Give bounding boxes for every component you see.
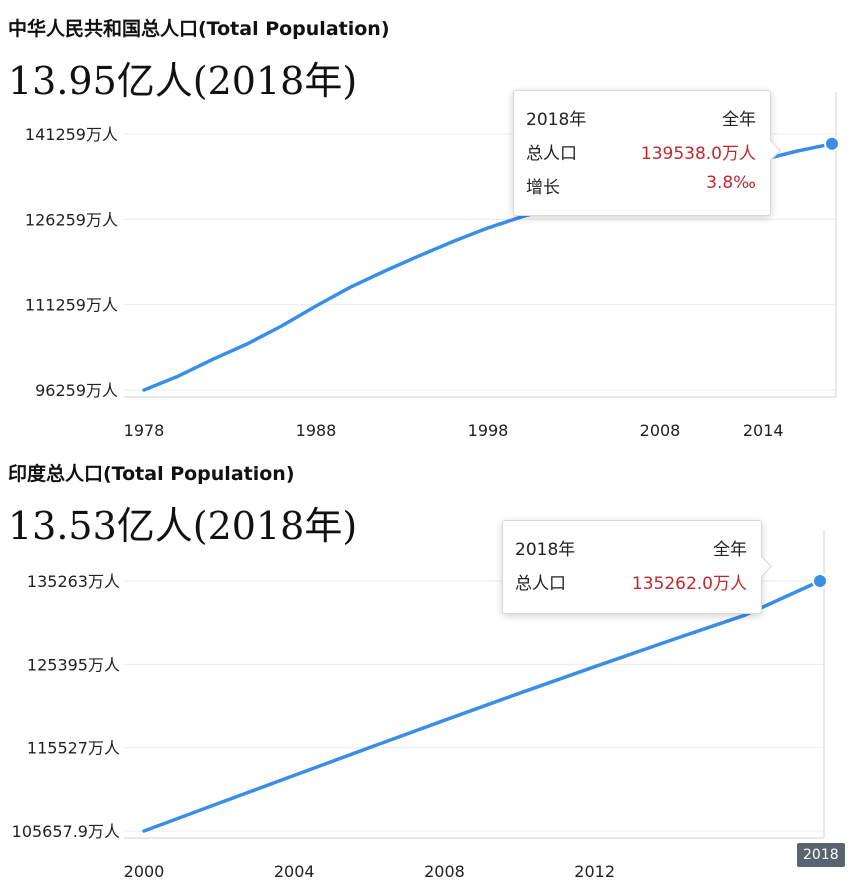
tooltip-year: 2018年 xyxy=(515,540,576,560)
india-population-chart: 印度总人口(Total Population) 13.53亿人(2018年) 1… xyxy=(0,445,852,890)
tooltip-label-population: 总人口 xyxy=(515,574,566,594)
x-tick-label: 1988 xyxy=(296,421,337,440)
x-tick-label: 1978 xyxy=(124,421,165,440)
tooltip-label-population: 总人口 xyxy=(526,144,577,164)
tooltip-value-population: 139538.0万人 xyxy=(640,144,756,164)
x-tick-label: 2012 xyxy=(574,862,615,881)
tooltip-year: 2018年 xyxy=(526,110,587,130)
headline-value: 13.95亿人(2018年) xyxy=(8,59,358,103)
x-tick-label: 2004 xyxy=(274,862,315,881)
tooltip-value-population: 135262.0万人 xyxy=(631,574,747,594)
tooltip-period: 全年 xyxy=(722,110,756,130)
x-tick-label: 2008 xyxy=(424,862,465,881)
y-tick-label: 135263万人 xyxy=(27,572,120,591)
y-tick-label: 115527万人 xyxy=(27,739,120,758)
data-point-marker[interactable] xyxy=(812,573,828,590)
line-chart-plot[interactable]: 135263万人 125395万人 115527万人 105657.9万人 2000 20… xyxy=(0,445,852,890)
tooltip-label-growth: 增长 xyxy=(526,178,560,198)
data-point-marker[interactable] xyxy=(824,135,840,152)
y-tick-label: 126259万人 xyxy=(25,210,118,229)
headline-value: 13.53亿人(2018年) xyxy=(8,504,358,548)
china-population-chart: 中华人民共和国总人口(Total Population) 13.95亿人(201… xyxy=(0,0,852,445)
x-tick-label: 2008 xyxy=(640,421,681,440)
data-tooltip: 2018年 全年 总人口 139538.0万人 增长 3.8‰ xyxy=(513,90,782,216)
tooltip-period: 全年 xyxy=(713,540,747,560)
y-tick-label: 125395万人 xyxy=(27,655,120,674)
y-tick-label: 105657.9万人 xyxy=(12,822,120,841)
x-tick-label: 2014 xyxy=(743,421,784,440)
chart-title: 中华人民共和国总人口(Total Population) xyxy=(8,18,390,40)
y-tick-label: 111259万人 xyxy=(25,296,118,315)
x-crosshair-badge: 2018 xyxy=(797,843,845,867)
chart-title: 印度总人口(Total Population) xyxy=(8,463,295,485)
x-tick-label: 1998 xyxy=(468,421,509,440)
data-tooltip: 2018年 全年 总人口 135262.0万人 xyxy=(502,520,773,614)
line-chart-plot[interactable]: 141259万人 126259万人 111259万人 96259万人 1978 1988 1… xyxy=(0,0,852,445)
x-tick-label: 2000 xyxy=(124,862,165,881)
series-line xyxy=(142,579,822,833)
y-tick-label: 141259万人 xyxy=(25,125,118,144)
tooltip-value-growth: 3.8‰ xyxy=(706,173,756,193)
y-tick-label: 96259万人 xyxy=(35,381,118,400)
